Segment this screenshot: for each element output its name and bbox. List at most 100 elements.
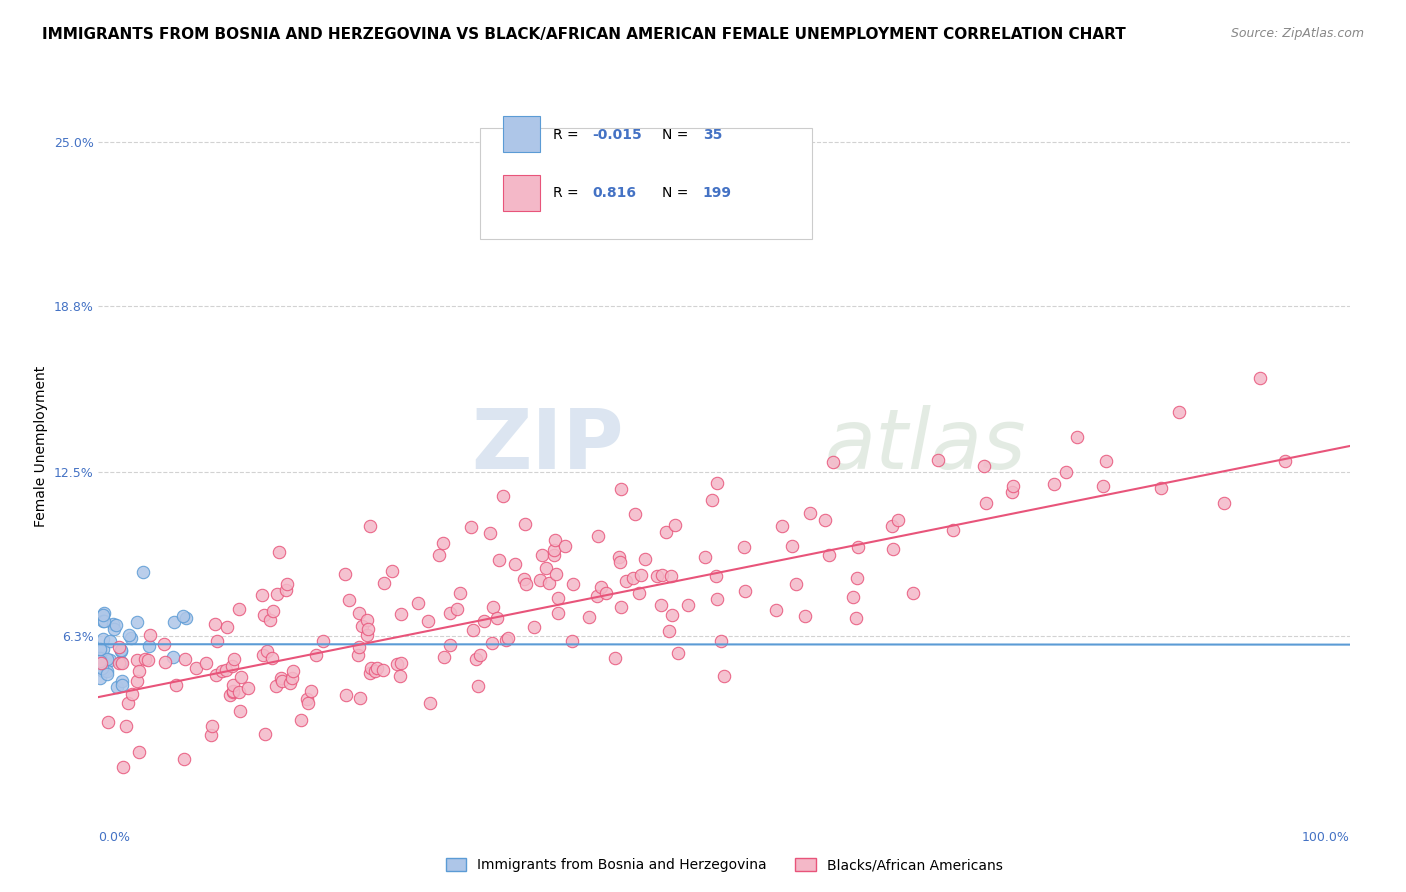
Point	[901, 586, 924, 600]
Point	[347, 606, 370, 620]
Point	[333, 566, 356, 581]
Point	[1043, 477, 1066, 491]
Text: 35: 35	[703, 128, 723, 142]
Point	[153, 637, 176, 651]
Point	[371, 663, 394, 677]
Point	[814, 513, 837, 527]
Point	[111, 656, 134, 670]
Point	[153, 655, 176, 669]
Point	[882, 542, 904, 557]
Point	[976, 495, 998, 509]
Point	[664, 517, 686, 532]
Point	[531, 549, 554, 563]
Point	[108, 640, 131, 654]
Point	[706, 592, 728, 607]
Point	[127, 673, 149, 688]
Point	[845, 611, 868, 625]
Point	[281, 671, 304, 685]
Point	[607, 550, 630, 565]
Point	[350, 619, 373, 633]
Point	[1249, 371, 1271, 385]
Point	[537, 575, 560, 590]
Point	[299, 684, 322, 698]
Point	[260, 651, 283, 665]
Point	[173, 752, 195, 766]
Text: IMMIGRANTS FROM BOSNIA AND HERZEGOVINA VS BLACK/AFRICAN AMERICAN FEMALE UNEMPLOY: IMMIGRANTS FROM BOSNIA AND HERZEGOVINA V…	[42, 27, 1126, 42]
Point	[713, 669, 735, 683]
Point	[610, 483, 633, 497]
Point	[495, 633, 517, 648]
Point	[297, 696, 319, 710]
Point	[880, 519, 903, 533]
Point	[485, 611, 508, 625]
Point	[96, 651, 118, 665]
Point	[281, 665, 304, 679]
Point	[389, 669, 412, 683]
Point	[103, 623, 125, 637]
Point	[439, 638, 461, 652]
Point	[651, 567, 673, 582]
Point	[733, 540, 755, 554]
Point	[356, 628, 378, 642]
Point	[174, 611, 197, 625]
Point	[467, 680, 489, 694]
Text: Source: ZipAtlas.com: Source: ZipAtlas.com	[1230, 27, 1364, 40]
Point	[90, 656, 112, 670]
Point	[270, 671, 292, 685]
Text: 100.0%: 100.0%	[1302, 831, 1350, 845]
Point	[256, 643, 278, 657]
Point	[364, 664, 387, 678]
Point	[627, 586, 650, 600]
Point	[561, 634, 583, 648]
Text: 0.0%: 0.0%	[98, 831, 131, 845]
Point	[215, 620, 238, 634]
Point	[356, 613, 378, 627]
Point	[927, 453, 949, 467]
Point	[305, 648, 328, 662]
Point	[138, 639, 160, 653]
Point	[128, 664, 150, 678]
Point	[184, 660, 207, 674]
Point	[347, 640, 370, 655]
Point	[496, 632, 519, 646]
Point	[89, 651, 111, 665]
Point	[543, 548, 565, 562]
Point	[173, 652, 195, 666]
Text: N =: N =	[661, 186, 692, 200]
Text: ZIP: ZIP	[471, 406, 624, 486]
Text: R =: R =	[553, 186, 582, 200]
Point	[274, 583, 297, 598]
Point	[547, 591, 569, 605]
Point	[529, 574, 551, 588]
Point	[195, 656, 218, 670]
Point	[121, 687, 143, 701]
Point	[127, 653, 149, 667]
Point	[461, 624, 484, 638]
Point	[108, 656, 131, 670]
Point	[481, 636, 503, 650]
Point	[252, 648, 274, 662]
Point	[661, 608, 683, 623]
Point	[132, 565, 155, 579]
Point	[1092, 479, 1115, 493]
Point	[1167, 405, 1189, 419]
Text: R =: R =	[553, 128, 582, 142]
Point	[172, 608, 194, 623]
Point	[347, 648, 370, 663]
Point	[472, 614, 495, 628]
Point	[704, 569, 727, 583]
Point	[633, 551, 655, 566]
Point	[134, 652, 156, 666]
Point	[479, 526, 502, 541]
Point	[373, 576, 395, 591]
Point	[266, 587, 288, 601]
Point	[105, 680, 128, 694]
Point	[523, 620, 546, 634]
Point	[200, 728, 222, 742]
Point	[1002, 479, 1025, 493]
Point	[112, 760, 135, 774]
Point	[595, 586, 617, 600]
Text: atlas: atlas	[824, 406, 1026, 486]
Point	[96, 667, 118, 681]
Point	[264, 679, 287, 693]
